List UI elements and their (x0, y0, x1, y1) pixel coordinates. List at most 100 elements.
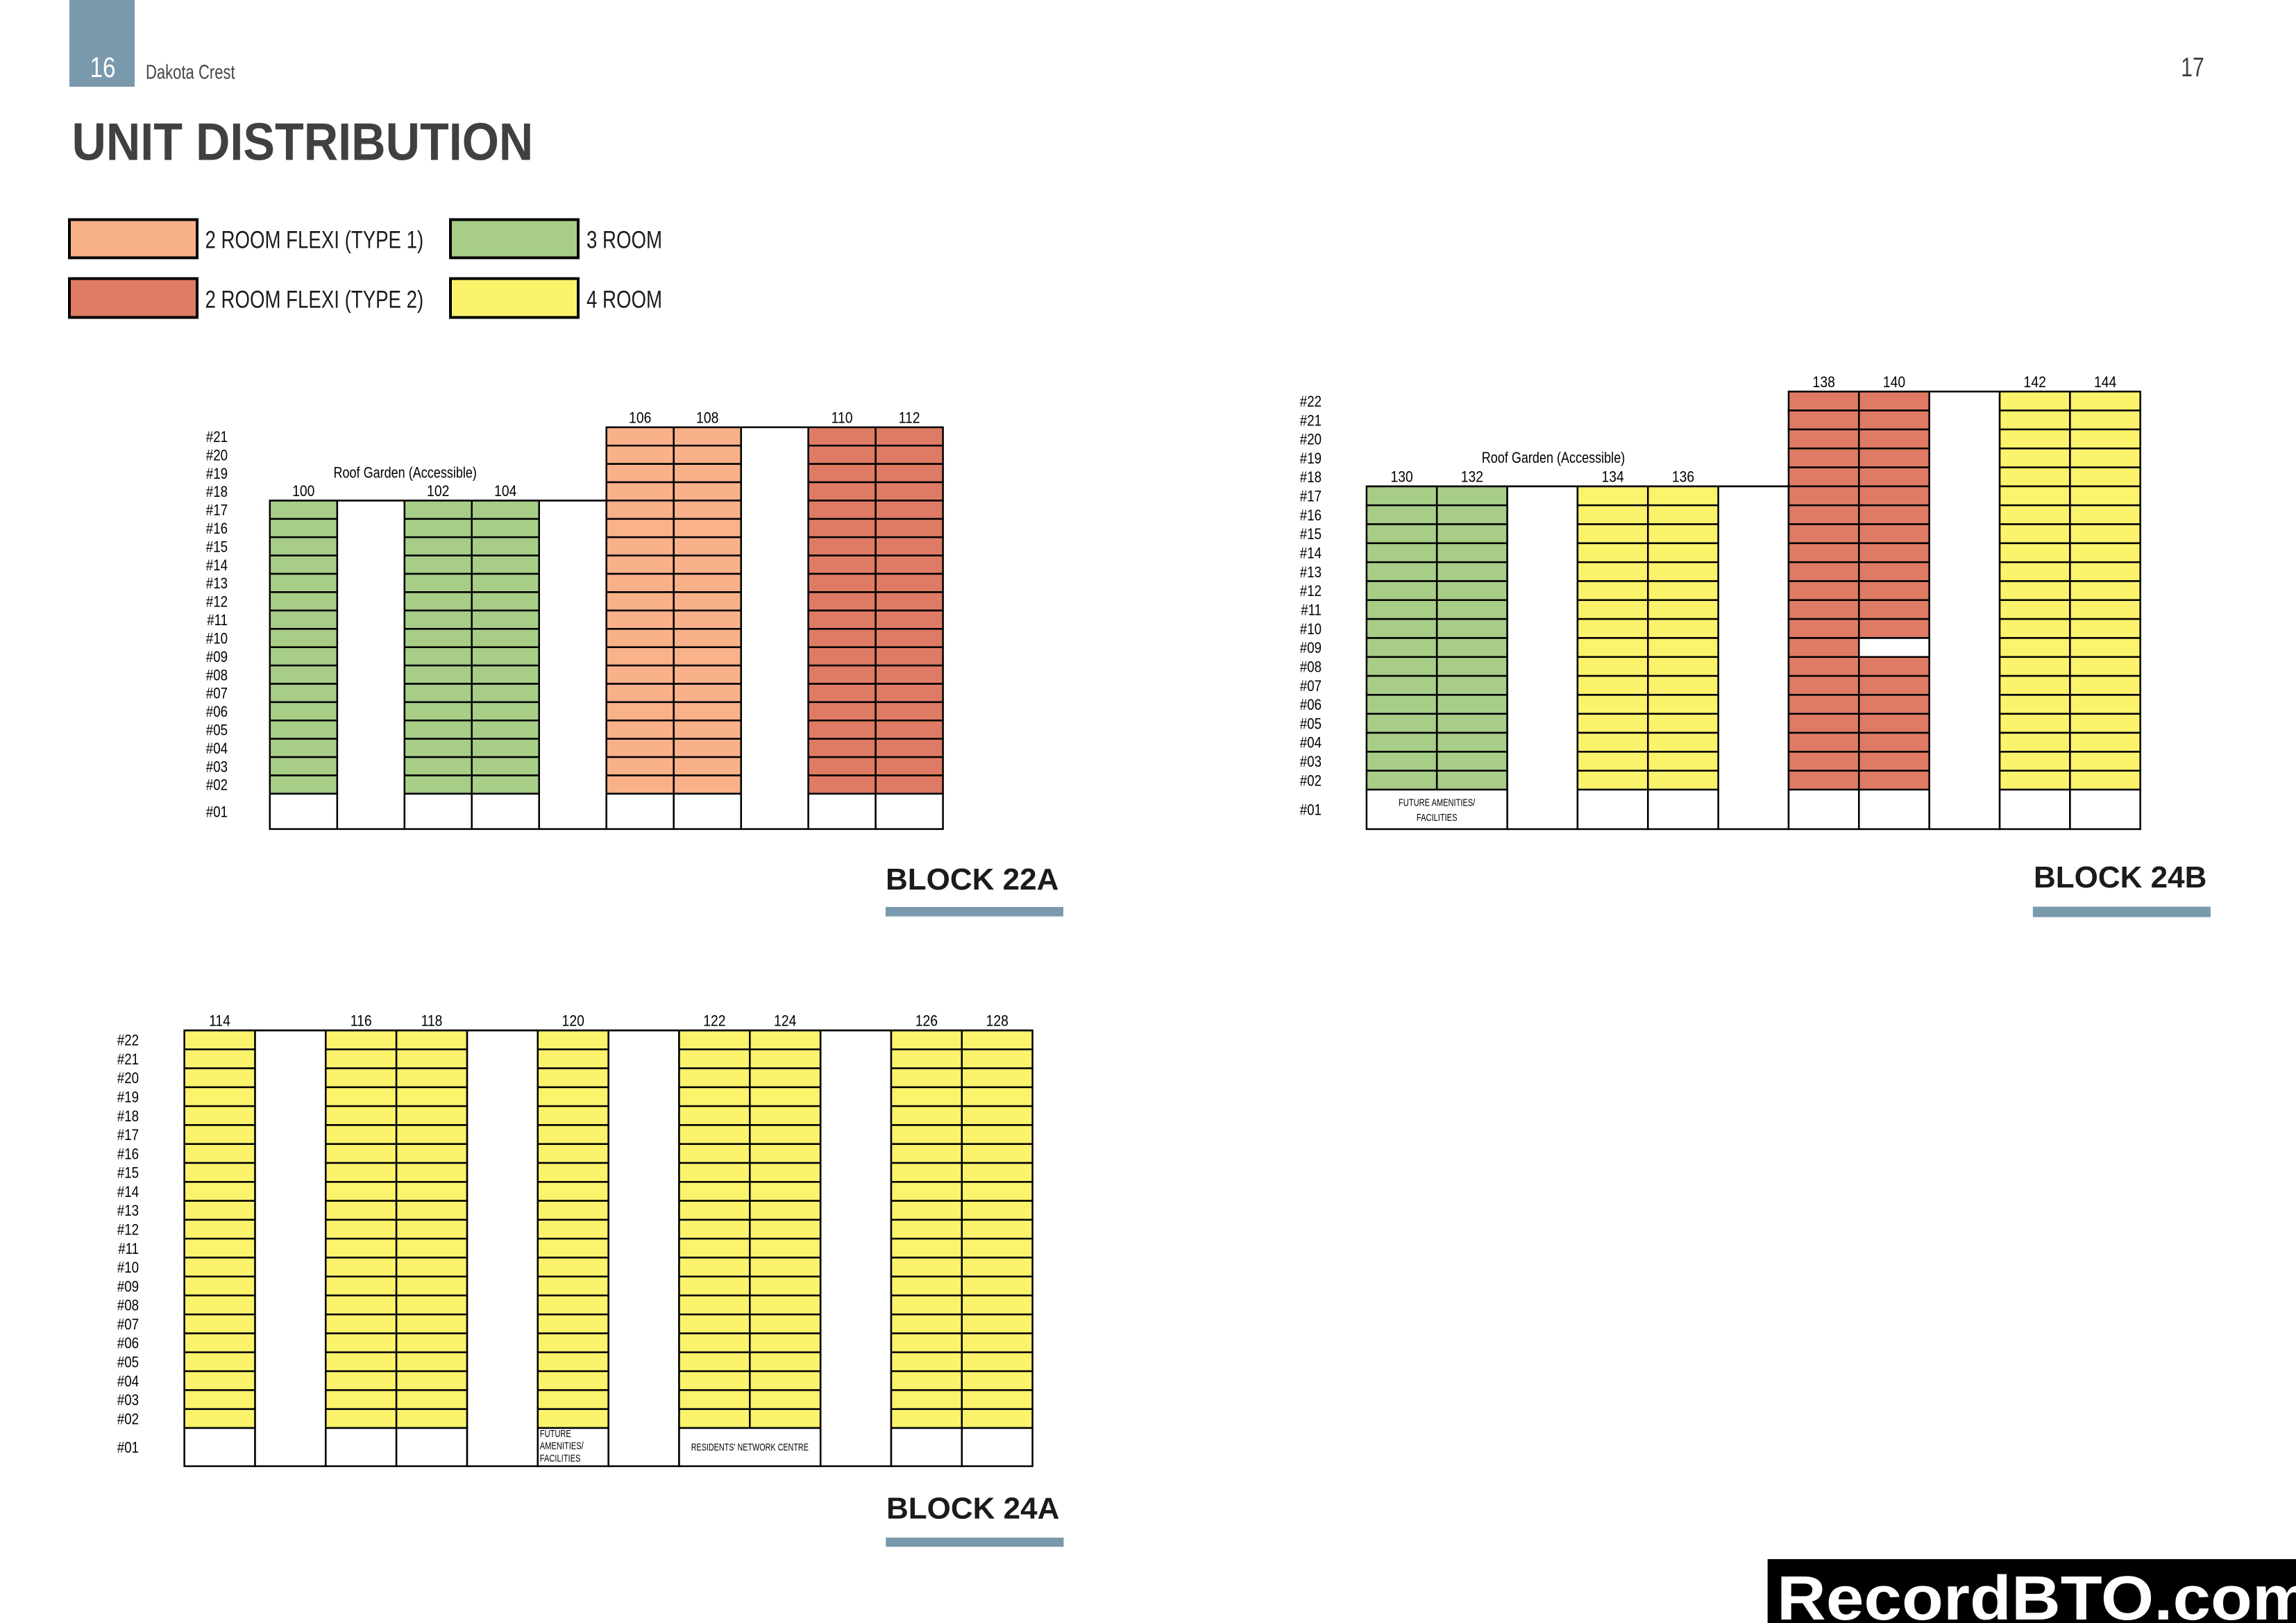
svg-text:#16: #16 (1300, 508, 1322, 525)
svg-text:#20: #20 (117, 1071, 139, 1087)
svg-text:#12: #12 (1300, 584, 1322, 600)
svg-text:126: 126 (915, 1012, 938, 1029)
svg-text:#03: #03 (117, 1393, 139, 1409)
svg-text:FUTURE: FUTURE (540, 1427, 571, 1439)
svg-text:138: 138 (1813, 374, 1835, 391)
svg-text:#21: #21 (117, 1052, 139, 1069)
svg-text:116: 116 (351, 1012, 372, 1029)
svg-text:#18: #18 (1300, 470, 1322, 486)
svg-text:#19: #19 (206, 466, 228, 482)
svg-text:102: 102 (427, 483, 449, 500)
svg-text:#13: #13 (117, 1203, 139, 1220)
svg-text:Roof Garden (Accessible): Roof Garden (Accessible) (333, 465, 476, 482)
svg-text:#11: #11 (1301, 602, 1322, 619)
svg-text:Roof Garden (Accessible): Roof Garden (Accessible) (1482, 450, 1625, 466)
svg-text:144: 144 (2094, 374, 2116, 391)
svg-text:#05: #05 (117, 1354, 139, 1371)
svg-text:#07: #07 (206, 686, 228, 702)
svg-text:106: 106 (629, 409, 651, 426)
svg-text:#21: #21 (206, 430, 228, 446)
svg-text:128: 128 (986, 1012, 1008, 1029)
svg-text:FUTURE AMENITIES/: FUTURE AMENITIES/ (1399, 797, 1476, 808)
svg-text:#08: #08 (1300, 659, 1322, 676)
svg-text:UNIT DISTRIBUTION: UNIT DISTRIBUTION (72, 113, 534, 171)
svg-text:RESIDENTS' NETWORK CENTRE: RESIDENTS' NETWORK CENTRE (691, 1441, 809, 1453)
svg-text:#10: #10 (206, 631, 228, 647)
svg-text:Dakota Crest: Dakota Crest (146, 62, 235, 84)
svg-text:132: 132 (1461, 468, 1483, 485)
svg-text:#17: #17 (1300, 488, 1322, 505)
svg-text:RecordBTO.com: RecordBTO.com (1777, 1563, 2296, 1623)
svg-text:#09: #09 (117, 1279, 139, 1295)
svg-text:#07: #07 (117, 1317, 139, 1334)
svg-text:142: 142 (2024, 374, 2046, 391)
svg-text:114: 114 (209, 1012, 230, 1029)
svg-text:FACILITIES: FACILITIES (1417, 812, 1458, 824)
svg-text:#14: #14 (1300, 545, 1322, 562)
svg-text:#12: #12 (117, 1222, 139, 1239)
svg-text:#14: #14 (117, 1184, 139, 1201)
svg-text:120: 120 (562, 1012, 584, 1029)
svg-text:FACILITIES: FACILITIES (540, 1452, 581, 1464)
svg-text:140: 140 (1883, 374, 1905, 391)
svg-text:#09: #09 (206, 649, 228, 666)
svg-text:2 ROOM FLEXI (TYPE 1): 2 ROOM FLEXI (TYPE 1) (205, 226, 424, 253)
svg-text:134: 134 (1601, 468, 1623, 485)
svg-text:#10: #10 (117, 1260, 139, 1277)
svg-text:112: 112 (899, 409, 920, 426)
svg-text:#05: #05 (1300, 716, 1322, 733)
svg-text:#09: #09 (1300, 640, 1322, 657)
svg-text:122: 122 (703, 1012, 725, 1029)
svg-text:#18: #18 (206, 484, 228, 501)
svg-text:#20: #20 (1300, 432, 1322, 448)
svg-text:3 ROOM: 3 ROOM (586, 226, 662, 253)
svg-text:#05: #05 (206, 722, 228, 739)
svg-text:#16: #16 (206, 521, 228, 538)
svg-text:#19: #19 (1300, 451, 1322, 468)
svg-text:#06: #06 (117, 1336, 139, 1352)
svg-text:130: 130 (1390, 468, 1412, 485)
svg-text:#11: #11 (207, 613, 228, 629)
svg-text:#08: #08 (206, 668, 228, 684)
svg-text:#22: #22 (117, 1033, 139, 1049)
svg-text:#19: #19 (117, 1089, 139, 1106)
svg-text:108: 108 (696, 409, 718, 426)
svg-text:#13: #13 (206, 576, 228, 593)
svg-text:#01: #01 (1300, 802, 1322, 819)
svg-text:#16: #16 (117, 1146, 139, 1163)
svg-text:BLOCK 22A: BLOCK 22A (886, 863, 1058, 897)
svg-text:110: 110 (832, 409, 853, 426)
svg-text:#04: #04 (117, 1373, 139, 1390)
svg-text:#11: #11 (118, 1241, 139, 1257)
svg-text:2 ROOM FLEXI (TYPE 2): 2 ROOM FLEXI (TYPE 2) (205, 285, 424, 313)
svg-text:#15: #15 (117, 1165, 139, 1182)
svg-text:#15: #15 (1300, 527, 1322, 543)
svg-text:#12: #12 (206, 594, 228, 611)
svg-text:#20: #20 (206, 448, 228, 464)
svg-text:#01: #01 (117, 1440, 139, 1456)
svg-text:#03: #03 (1300, 754, 1322, 771)
svg-text:104: 104 (494, 483, 516, 500)
svg-text:118: 118 (421, 1012, 443, 1029)
svg-text:#21: #21 (1300, 413, 1322, 430)
svg-text:#13: #13 (1300, 564, 1322, 581)
svg-text:#10: #10 (1300, 621, 1322, 638)
svg-text:BLOCK 24A: BLOCK 24A (886, 1492, 1059, 1526)
svg-text:100: 100 (292, 483, 314, 500)
svg-text:#22: #22 (1300, 394, 1322, 411)
svg-text:#06: #06 (1300, 697, 1322, 714)
svg-text:#07: #07 (1300, 678, 1322, 695)
svg-text:#15: #15 (206, 539, 228, 556)
svg-text:#18: #18 (117, 1108, 139, 1125)
svg-text:124: 124 (774, 1012, 796, 1029)
svg-text:#17: #17 (206, 502, 228, 519)
svg-text:#02: #02 (206, 777, 228, 794)
svg-text:16: 16 (90, 51, 116, 83)
svg-text:AMENITIES/: AMENITIES/ (540, 1440, 584, 1452)
svg-text:BLOCK 24B: BLOCK 24B (2034, 860, 2206, 894)
svg-text:#14: #14 (206, 557, 228, 574)
svg-text:#04: #04 (206, 741, 228, 758)
svg-text:#17: #17 (117, 1128, 139, 1144)
svg-text:#02: #02 (117, 1411, 139, 1428)
svg-text:#01: #01 (206, 804, 228, 821)
